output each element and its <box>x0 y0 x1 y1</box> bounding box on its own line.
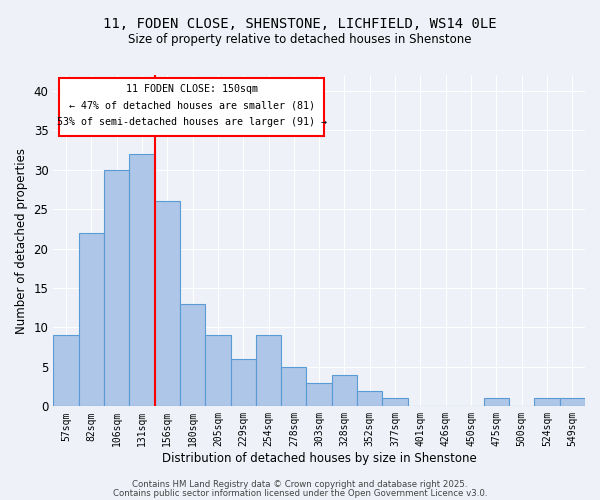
Bar <box>205 336 230 406</box>
Text: 11 FODEN CLOSE: 150sqm: 11 FODEN CLOSE: 150sqm <box>125 84 257 94</box>
Bar <box>79 233 104 406</box>
X-axis label: Distribution of detached houses by size in Shenstone: Distribution of detached houses by size … <box>162 452 476 465</box>
Bar <box>332 375 357 406</box>
Bar <box>484 398 509 406</box>
Text: Contains HM Land Registry data © Crown copyright and database right 2025.: Contains HM Land Registry data © Crown c… <box>132 480 468 489</box>
Bar <box>307 382 332 406</box>
Bar <box>180 304 205 406</box>
Bar <box>382 398 408 406</box>
Bar <box>535 398 560 406</box>
Bar <box>281 367 307 406</box>
Text: 11, FODEN CLOSE, SHENSTONE, LICHFIELD, WS14 0LE: 11, FODEN CLOSE, SHENSTONE, LICHFIELD, W… <box>103 18 497 32</box>
Text: Contains public sector information licensed under the Open Government Licence v3: Contains public sector information licen… <box>113 489 487 498</box>
Bar <box>230 359 256 406</box>
FancyBboxPatch shape <box>59 78 325 136</box>
Y-axis label: Number of detached properties: Number of detached properties <box>15 148 28 334</box>
Text: 53% of semi-detached houses are larger (91) →: 53% of semi-detached houses are larger (… <box>56 118 326 128</box>
Bar <box>256 336 281 406</box>
Bar <box>155 201 180 406</box>
Text: ← 47% of detached houses are smaller (81): ← 47% of detached houses are smaller (81… <box>68 101 314 111</box>
Bar <box>129 154 155 406</box>
Text: Size of property relative to detached houses in Shenstone: Size of property relative to detached ho… <box>128 32 472 46</box>
Bar <box>357 390 382 406</box>
Bar <box>53 336 79 406</box>
Bar <box>104 170 129 406</box>
Bar <box>560 398 585 406</box>
